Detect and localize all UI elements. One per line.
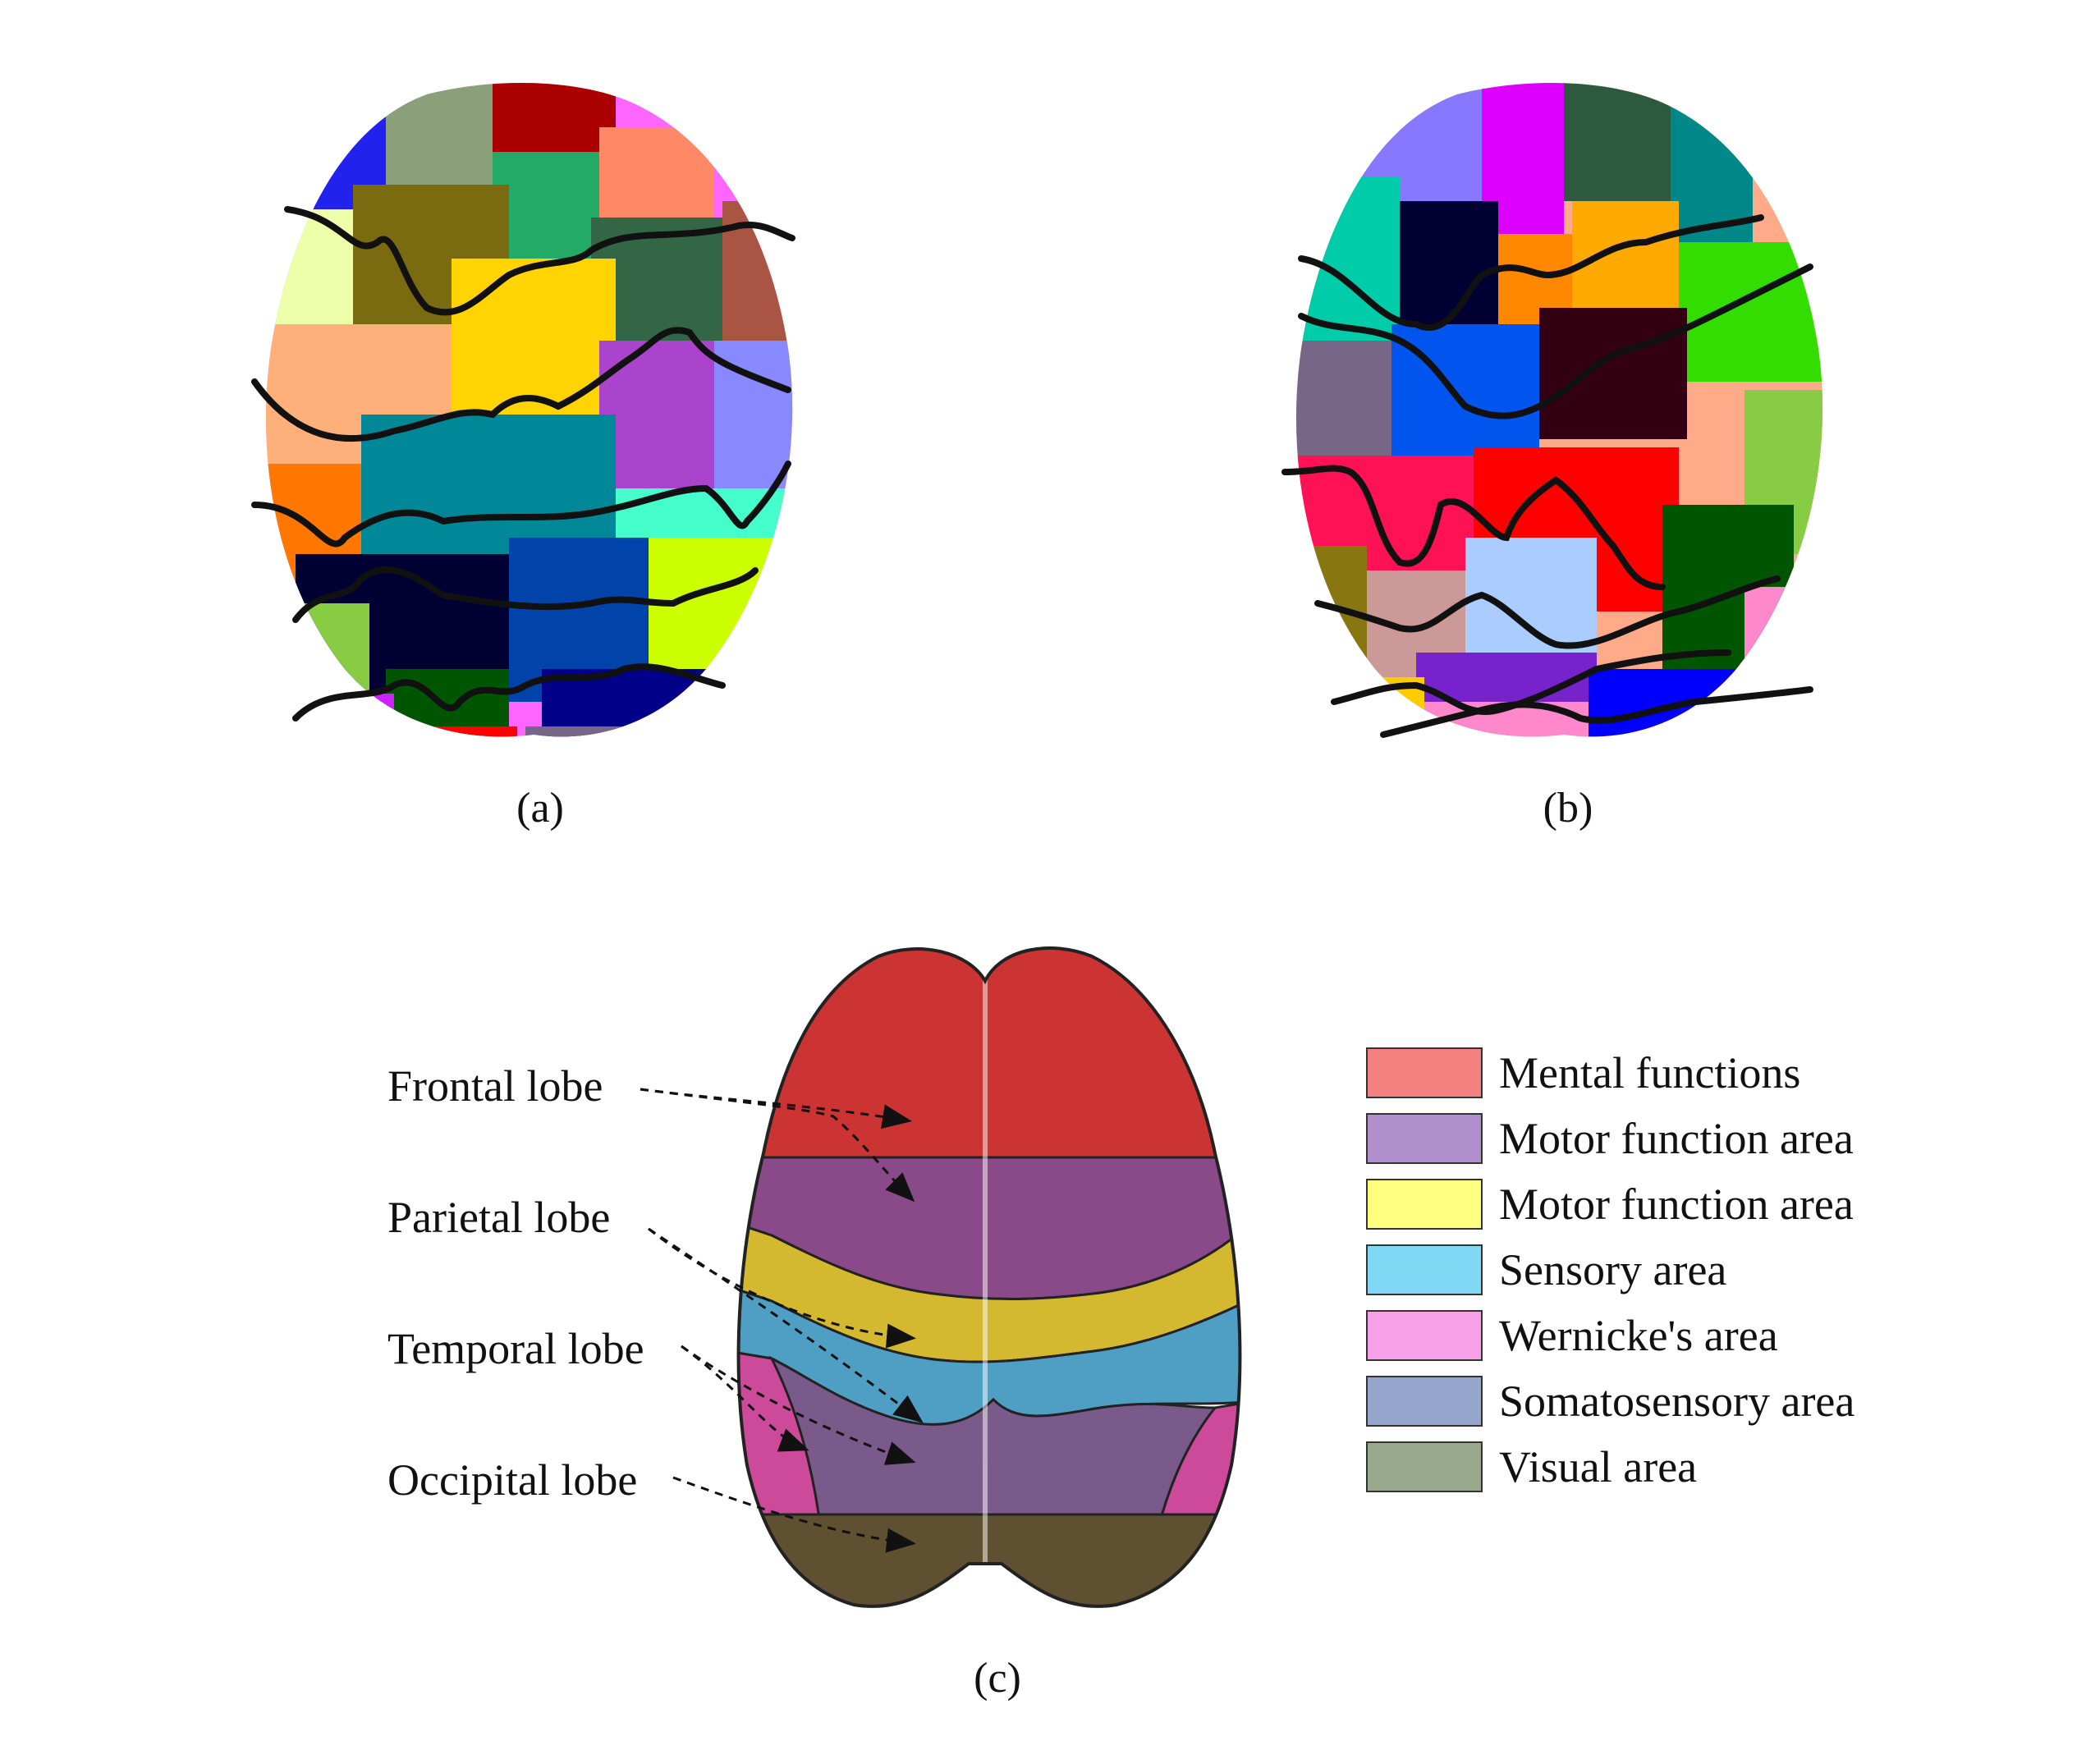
label-frontal-lobe: Frontal lobe xyxy=(387,1061,603,1111)
legend-item: Motor function area xyxy=(1366,1110,1854,1167)
legend-swatch xyxy=(1366,1113,1483,1164)
legend-swatch xyxy=(1366,1244,1483,1295)
parcellation-map-b xyxy=(1281,83,1823,738)
legend-item: Visual area xyxy=(1366,1438,1697,1496)
legend-item: Sensory area xyxy=(1366,1241,1726,1299)
legend-label: Motor function area xyxy=(1499,1180,1854,1229)
legend-item: Somatosensory area xyxy=(1366,1372,1854,1430)
panel-c-lobes xyxy=(722,940,1264,1621)
legend-label: Somatosensory area xyxy=(1499,1377,1855,1426)
legend-swatch xyxy=(1366,1310,1483,1361)
label-temporal-lobe: Temporal lobe xyxy=(387,1324,644,1373)
lobe-diagram xyxy=(736,946,1242,1608)
frontal-region xyxy=(738,948,1240,1159)
legend-label: Wernicke's area xyxy=(1499,1311,1778,1360)
parcellation-map-a xyxy=(251,83,795,737)
caption-b: (b) xyxy=(1543,785,1593,832)
legend-label: Motor function area xyxy=(1499,1114,1854,1163)
label-parietal-lobe: Parietal lobe xyxy=(387,1193,611,1242)
panel-a-parcellation xyxy=(246,78,821,751)
caption-c: (c) xyxy=(974,1655,1021,1702)
legend-swatch xyxy=(1366,1376,1483,1427)
legend-label: Visual area xyxy=(1499,1442,1698,1491)
legend-label: Mental functions xyxy=(1499,1048,1801,1097)
legend-item: Motor function area xyxy=(1366,1175,1854,1233)
label-occipital-lobe: Occipital lobe xyxy=(387,1455,638,1505)
panel-b-parcellation xyxy=(1268,78,1859,751)
caption-a: (a) xyxy=(516,785,564,832)
legend-swatch xyxy=(1366,1441,1483,1492)
legend-swatch xyxy=(1366,1047,1483,1098)
legend-item: Wernicke's area xyxy=(1366,1307,1778,1364)
legend-swatch xyxy=(1366,1179,1483,1230)
legend-item: Mental functions xyxy=(1366,1044,1800,1102)
legend-label: Sensory area xyxy=(1499,1245,1727,1294)
